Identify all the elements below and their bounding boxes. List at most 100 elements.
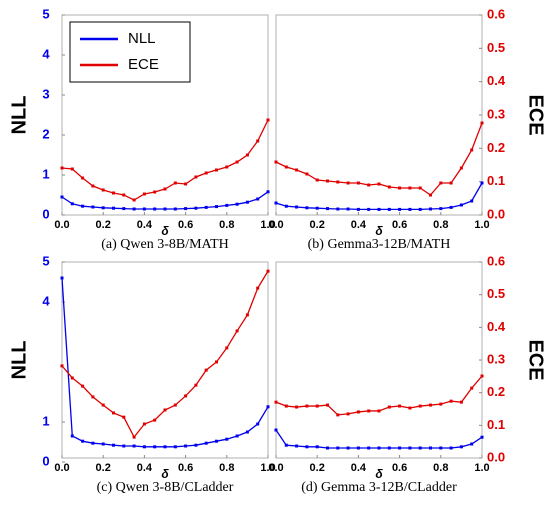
point-marker [153, 445, 157, 449]
point-marker [225, 165, 229, 169]
point-marker [377, 207, 381, 211]
point-marker [459, 445, 463, 449]
point-marker [122, 415, 126, 419]
point-marker [184, 182, 188, 186]
point-marker [266, 269, 270, 273]
point-marker [215, 360, 218, 364]
point-marker [326, 446, 329, 450]
point-marker [153, 418, 157, 422]
point-marker [326, 179, 329, 183]
point-marker [459, 166, 463, 170]
point-marker [274, 400, 278, 404]
point-marker [387, 405, 391, 409]
y-tick-label: 1 [42, 413, 49, 428]
point-marker [256, 139, 260, 143]
point-marker [439, 207, 443, 211]
y-axis-label: NLL [8, 341, 30, 380]
point-marker [173, 207, 177, 211]
point-marker [408, 446, 412, 450]
point-marker [112, 411, 115, 415]
point-marker [439, 402, 443, 406]
point-marker [235, 329, 239, 333]
y2-tick-label: 0.6 [487, 6, 505, 21]
point-marker [60, 364, 64, 368]
x-tick-label: 0.8 [219, 462, 234, 474]
point-marker [470, 442, 474, 446]
point-marker [215, 205, 218, 209]
y2-tick-label: 0.2 [487, 384, 505, 399]
point-marker [418, 186, 422, 190]
point-marker [387, 207, 391, 211]
point-marker [91, 441, 95, 445]
point-marker [336, 180, 340, 184]
point-marker [470, 386, 474, 390]
point-marker [418, 446, 422, 450]
point-marker [70, 167, 74, 171]
point-marker [284, 443, 288, 447]
y2-tick-label: 0.1 [487, 173, 505, 188]
point-marker [356, 181, 360, 185]
point-marker [305, 445, 309, 449]
x-tick-label: 0.4 [137, 219, 153, 231]
point-marker [480, 435, 484, 439]
y2-tick-label: 0.2 [487, 140, 505, 155]
point-marker [163, 408, 167, 412]
x-axis-label: δ [375, 467, 383, 481]
point-marker [274, 428, 278, 432]
point-marker [173, 403, 177, 407]
point-marker [336, 413, 340, 417]
point-marker [70, 376, 74, 380]
panel-caption: (b) Gemma3-12B/MATH [308, 237, 451, 252]
point-marker [245, 200, 249, 204]
point-marker [470, 199, 474, 203]
x-tick-label: 0.8 [433, 219, 448, 231]
point-marker [449, 205, 453, 209]
point-marker [204, 205, 208, 209]
point-marker [449, 399, 453, 403]
y2-tick-label: 0.5 [487, 40, 505, 55]
point-marker [336, 446, 340, 450]
point-marker [346, 181, 350, 185]
point-marker [377, 446, 381, 450]
point-marker [295, 444, 299, 448]
series-line [61, 277, 269, 448]
x-tick-label: 0.6 [392, 219, 407, 231]
point-marker [295, 205, 299, 209]
legend-label: NLL [128, 30, 156, 47]
point-marker [122, 193, 126, 197]
point-marker [398, 446, 402, 450]
point-marker [235, 202, 239, 206]
point-marker [256, 422, 260, 426]
point-marker [398, 207, 402, 211]
point-marker [470, 148, 474, 152]
point-marker [153, 207, 157, 211]
plot-frame [61, 14, 269, 216]
point-marker [429, 207, 432, 211]
point-marker [132, 435, 136, 439]
point-marker [142, 207, 146, 211]
point-marker [81, 204, 85, 208]
point-marker [112, 191, 115, 195]
x-tick-label: 0.6 [392, 462, 407, 474]
y2-tick-label: 0.6 [487, 253, 505, 268]
y-tick-label: 2 [42, 126, 49, 141]
point-marker [266, 118, 270, 122]
point-marker [266, 405, 270, 409]
point-marker [101, 206, 105, 210]
point-marker [101, 403, 105, 407]
point-marker [112, 443, 115, 447]
point-marker [439, 181, 443, 185]
point-marker [266, 190, 270, 194]
point-marker [315, 445, 319, 449]
y2-axis-label: ECE [525, 339, 547, 380]
point-marker [274, 160, 278, 164]
point-marker [225, 346, 229, 350]
point-marker [204, 441, 208, 445]
x-tick-label: 1.0 [260, 219, 275, 231]
point-marker [142, 422, 146, 426]
x-tick-label: 1.0 [474, 462, 489, 474]
y-tick-label: 4 [42, 293, 50, 308]
x-tick-label: 0.0 [268, 219, 283, 231]
x-tick-label: 0.4 [351, 462, 367, 474]
point-marker [284, 165, 288, 169]
